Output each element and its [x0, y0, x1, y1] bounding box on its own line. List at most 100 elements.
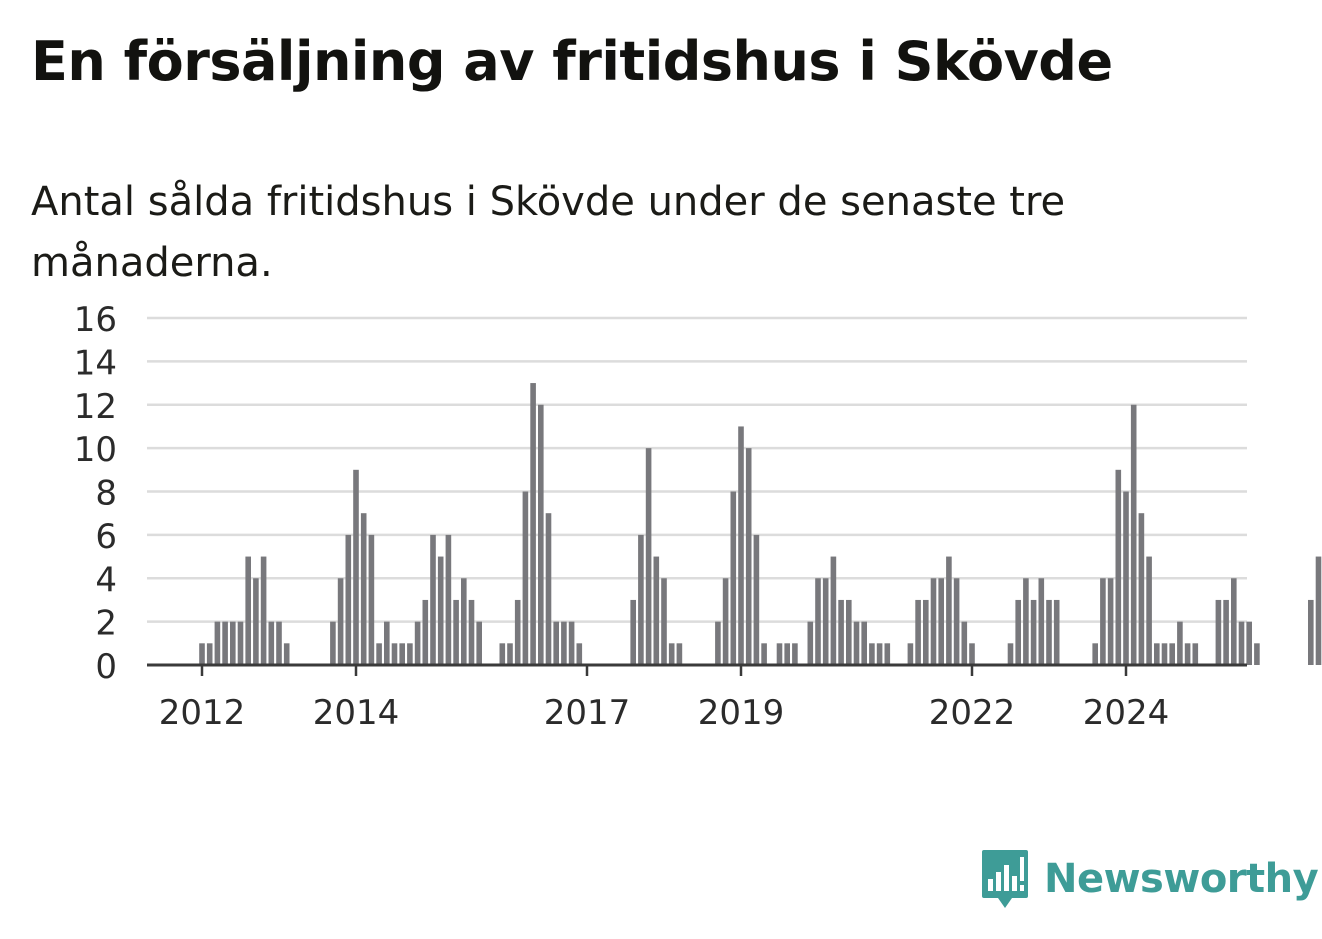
bar — [545, 513, 552, 665]
bar — [1092, 643, 1098, 665]
bar — [776, 643, 783, 665]
bar — [946, 556, 952, 665]
x-tick-label: 2014 — [313, 693, 400, 733]
bar — [376, 643, 382, 665]
bar — [738, 426, 744, 665]
bar — [283, 643, 290, 665]
bar — [715, 621, 721, 666]
bar — [345, 534, 352, 666]
bar — [815, 578, 821, 665]
bar — [206, 643, 213, 665]
bar — [538, 404, 544, 665]
bar — [1169, 643, 1175, 665]
bar — [846, 599, 852, 665]
bar — [330, 621, 336, 666]
bar — [453, 599, 459, 665]
x-tick-label: 2012 — [159, 693, 246, 733]
bar — [876, 643, 883, 665]
chart-title: En försäljning av fritidshus i Skövde — [31, 30, 1113, 93]
bar — [730, 491, 737, 665]
bar — [1130, 404, 1137, 665]
bar — [1315, 556, 1322, 665]
bar — [553, 621, 559, 666]
bar — [830, 556, 837, 665]
bar — [437, 556, 444, 665]
bar — [522, 491, 529, 665]
bar — [961, 621, 968, 666]
bar — [337, 578, 344, 665]
bars — [199, 383, 1322, 666]
bar — [1184, 643, 1191, 665]
bar — [414, 621, 421, 666]
bar — [1115, 469, 1122, 665]
bar — [745, 448, 752, 666]
bar — [938, 578, 944, 665]
bar — [907, 643, 914, 665]
bar — [661, 578, 667, 665]
bar — [630, 599, 636, 665]
bar — [1015, 599, 1021, 665]
chart-subtitle: Antal sålda fritidshus i Skövde under de… — [31, 179, 1066, 286]
x-axis: 2012 2014 2017 2019 2022 2024 — [147, 663, 1247, 733]
bar — [1123, 491, 1129, 665]
bar — [792, 643, 798, 665]
bar — [861, 621, 867, 666]
y-tick-label: 16 — [74, 300, 117, 340]
bar — [1046, 599, 1052, 665]
bar — [1223, 599, 1229, 665]
x-tick-label: 2024 — [1083, 693, 1170, 733]
y-tick-label: 2 — [95, 604, 117, 644]
bar — [1254, 643, 1260, 665]
bar — [1138, 513, 1145, 665]
y-tick-label: 12 — [74, 387, 117, 427]
bar — [761, 643, 767, 665]
bar — [499, 643, 506, 665]
bar — [653, 556, 660, 665]
bar — [461, 578, 467, 665]
bar — [822, 578, 829, 665]
bar — [468, 599, 475, 665]
bar — [753, 534, 760, 666]
bar — [222, 621, 228, 666]
bar — [561, 621, 567, 666]
bar — [638, 534, 644, 666]
bar — [953, 578, 960, 665]
bar — [668, 643, 675, 665]
x-tick-label: 2022 — [929, 693, 1016, 733]
bar — [384, 621, 390, 666]
bar — [838, 599, 844, 665]
bar — [576, 643, 583, 665]
bar — [1100, 578, 1106, 665]
bar — [1030, 599, 1037, 665]
bar — [1177, 621, 1183, 666]
bar — [923, 599, 929, 665]
bar — [514, 599, 521, 665]
bar — [1146, 556, 1152, 665]
newsworthy-icon — [982, 850, 1028, 908]
bar — [568, 621, 575, 666]
bar — [1154, 643, 1160, 665]
bar — [1107, 578, 1114, 665]
bar — [807, 621, 814, 666]
bar — [969, 643, 975, 665]
bar — [645, 448, 652, 666]
bar — [399, 643, 405, 665]
bar — [1192, 643, 1199, 665]
bar — [1161, 643, 1168, 665]
bar — [199, 643, 205, 665]
newsworthy-logo[interactable]: Newsworthy — [980, 848, 1319, 910]
bar — [268, 621, 275, 666]
y-tick-label: 4 — [95, 560, 117, 600]
bar — [422, 599, 429, 665]
bar — [276, 621, 282, 666]
bar — [353, 469, 359, 665]
bar — [1038, 578, 1045, 665]
bar — [676, 643, 683, 665]
bar — [1238, 621, 1245, 666]
bar — [1053, 599, 1060, 665]
x-tick-label: 2019 — [698, 693, 785, 733]
bar — [237, 621, 244, 666]
bar — [530, 383, 536, 665]
